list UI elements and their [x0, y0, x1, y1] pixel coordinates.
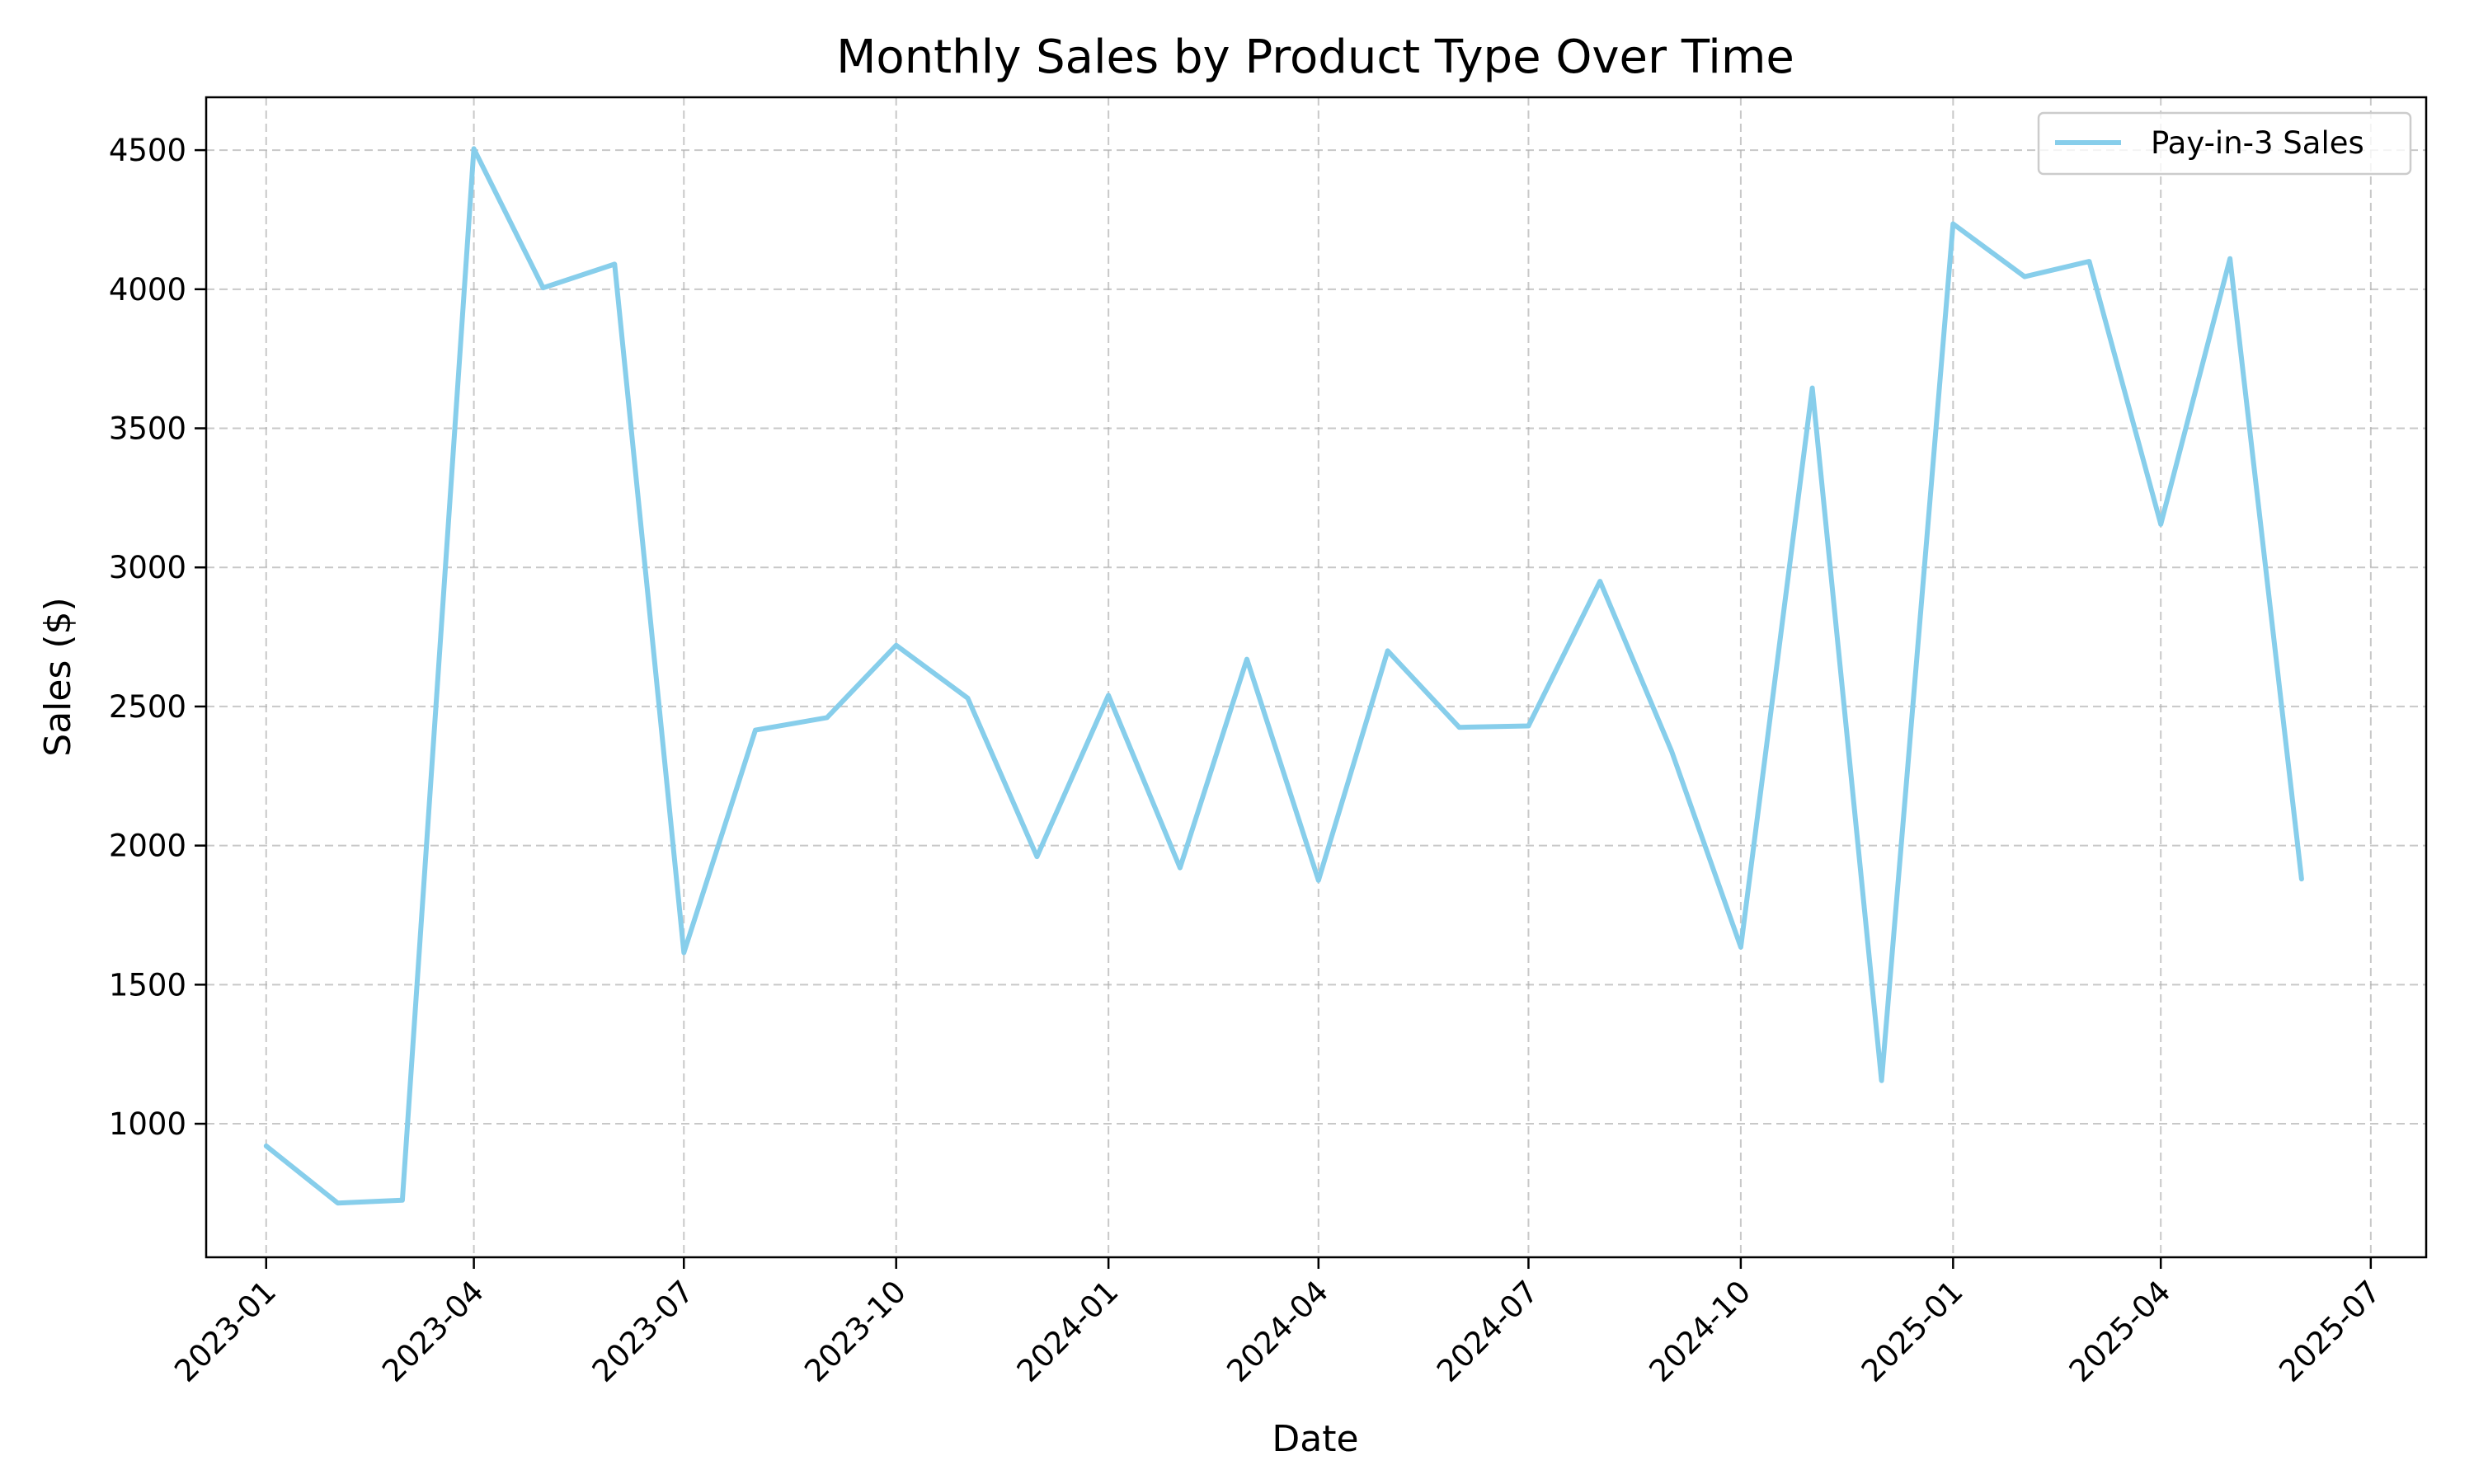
y-axis-label: Sales ($)	[37, 597, 79, 756]
series-line	[263, 146, 2304, 1206]
y-tick-label: 2500	[109, 689, 186, 725]
series-layer	[263, 146, 2304, 1206]
legend-label: Pay-in-3 Sales	[2151, 125, 2364, 161]
y-tick-label: 3500	[109, 411, 186, 447]
y-tick-label: 1500	[109, 967, 186, 1003]
y-tick-label: 2000	[109, 829, 186, 864]
legend-box	[2037, 111, 2412, 176]
y-tick-label: 3000	[109, 550, 186, 585]
y-tick-label: 1000	[109, 1106, 186, 1142]
y-tick-label: 4500	[109, 133, 186, 168]
chart-title: Monthly Sales by Product Type Over Time	[836, 31, 1794, 84]
grid-lines	[206, 97, 2426, 1257]
y-axis-ticks: 1000 1500 2000 2500 3000 3500 4000 4500	[109, 133, 206, 1142]
y-tick-label: 4000	[109, 272, 186, 308]
x-axis-label: Date	[1272, 1418, 1358, 1460]
plot-frame	[205, 96, 2428, 1259]
legend: Pay-in-3 Sales	[2037, 111, 2412, 176]
